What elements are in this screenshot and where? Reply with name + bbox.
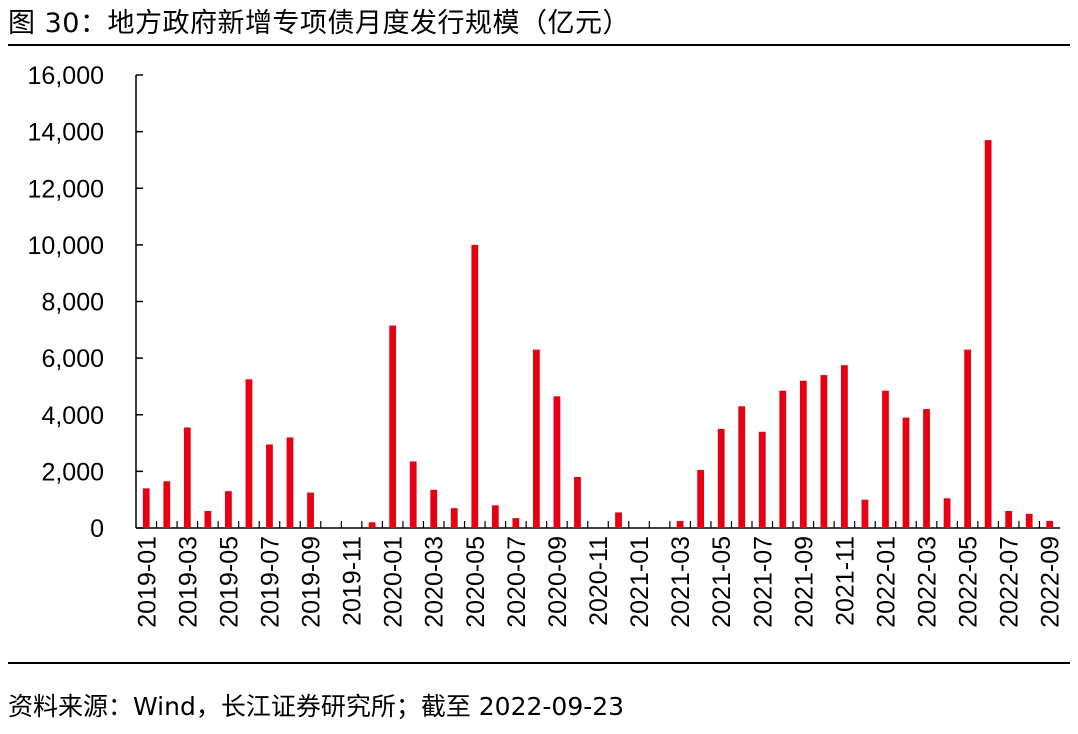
x-tick-label: 2019-07 (256, 536, 284, 628)
bar-2022-09 (1046, 520, 1054, 528)
x-tick-label: 2022-09 (1037, 536, 1065, 628)
bar-2019-08 (286, 437, 294, 528)
x-tick-label: 2022-01 (872, 536, 900, 628)
x-tick-label: 2021-09 (790, 536, 818, 628)
x-tick-label: 2020-03 (421, 536, 449, 628)
x-tick-label: 2021-01 (626, 536, 654, 628)
bar-2019-07 (266, 444, 273, 528)
bar-2020-09 (553, 396, 561, 528)
bar-2020-01 (389, 325, 397, 528)
x-tick-label: 2021-03 (667, 536, 695, 628)
x-tick-label: 2021-05 (708, 536, 736, 628)
chart-title: 图 30：地方政府新增专项债月度发行规模（亿元） (8, 8, 630, 39)
bar-2022-07 (1005, 511, 1013, 528)
bar-2022-04 (943, 498, 951, 528)
bar-2019-01 (142, 488, 150, 528)
source-rule (8, 662, 1070, 664)
bar-2021-05 (717, 428, 725, 528)
bar-2019-05 (225, 491, 232, 528)
bar-2022-08 (1025, 513, 1033, 528)
x-ticks: 2019-01 2019-03 2019-05 2019-07 2019-09 2019-… (133, 521, 1065, 628)
bar-2021-11 (841, 365, 848, 528)
x-tick-label: 2020-09 (544, 536, 572, 628)
bar-2019-02 (163, 481, 171, 528)
x-tick-label: 2022-03 (914, 536, 942, 628)
bar-2019-06 (245, 379, 253, 528)
x-tick-label: 2021-11 (831, 536, 859, 626)
bar-2019-03 (183, 427, 191, 528)
bar-series (142, 140, 1054, 528)
bar-2021-12 (861, 499, 869, 528)
bar-2019-09 (307, 492, 314, 528)
x-tick-label: 2020-01 (380, 536, 408, 628)
x-tick-label: 2019-11 (339, 536, 367, 626)
bar-chart: 0 2,000 4,000 6,000 8,000 10,000 12,000 14,000 1… (28, 62, 1065, 628)
x-tick-label: 2019-01 (133, 536, 161, 628)
y-tick-label: 16,000 (28, 62, 104, 90)
x-tick-label: 2019-09 (298, 536, 326, 628)
bar-2020-08 (533, 349, 540, 528)
bar-2022-03 (923, 409, 930, 528)
x-tick-label: 2019-05 (215, 536, 243, 628)
y-tick-label: 4,000 (41, 402, 104, 430)
bar-2022-01 (882, 390, 889, 528)
bar-2022-02 (902, 417, 910, 528)
bar-2021-08 (779, 390, 787, 528)
x-tick-label: 2020-05 (462, 536, 490, 628)
y-tick-label: 10,000 (28, 232, 104, 260)
bar-2021-06 (738, 406, 746, 528)
bar-2020-04 (450, 508, 458, 528)
bar-2020-02 (409, 461, 417, 528)
x-tick-label: 2019-03 (174, 536, 202, 628)
bar-2022-05 (964, 349, 971, 528)
bar-2022-06 (984, 140, 992, 528)
x-tick-label: 2020-11 (585, 536, 613, 626)
y-axis: 0 2,000 4,000 6,000 8,000 10,000 12,000 14,000 1… (28, 62, 143, 543)
x-tick-label: 2020-07 (503, 536, 531, 628)
y-tick-label: 14,000 (28, 119, 104, 147)
y-tick-label: 0 (90, 515, 104, 543)
y-tick-label: 6,000 (41, 345, 104, 373)
title-rule (8, 44, 1070, 46)
x-tick-label: 2021-07 (749, 536, 777, 628)
bar-2021-09 (799, 380, 807, 528)
bar-2021-10 (820, 375, 828, 528)
bar-2020-10 (574, 477, 581, 528)
source-note: 资料来源：Wind，长江证券研究所；截至 2022-09-23 (8, 692, 625, 721)
bar-2020-03 (430, 489, 438, 528)
x-tick-label: 2022-05 (955, 536, 983, 628)
bar-2020-12 (615, 512, 622, 528)
x-tick-label: 2022-07 (996, 536, 1024, 628)
bar-2020-07 (512, 518, 520, 528)
y-tick-label: 8,000 (41, 289, 104, 317)
bar-2019-12 (368, 522, 376, 528)
bar-2019-04 (204, 511, 212, 528)
bar-2021-04 (697, 469, 705, 528)
bar-2020-06 (491, 505, 499, 528)
y-tick-label: 2,000 (41, 458, 104, 486)
bar-2021-03 (676, 520, 684, 528)
bar-2021-07 (758, 431, 766, 528)
bar-2020-05 (471, 244, 479, 528)
y-ticks: 0 2,000 4,000 6,000 8,000 10,000 12,000 14,000 1… (28, 62, 143, 543)
x-axis: 2019-01 2019-03 2019-05 2019-07 2019-09 2019-… (133, 521, 1065, 628)
y-tick-label: 12,000 (28, 175, 104, 203)
